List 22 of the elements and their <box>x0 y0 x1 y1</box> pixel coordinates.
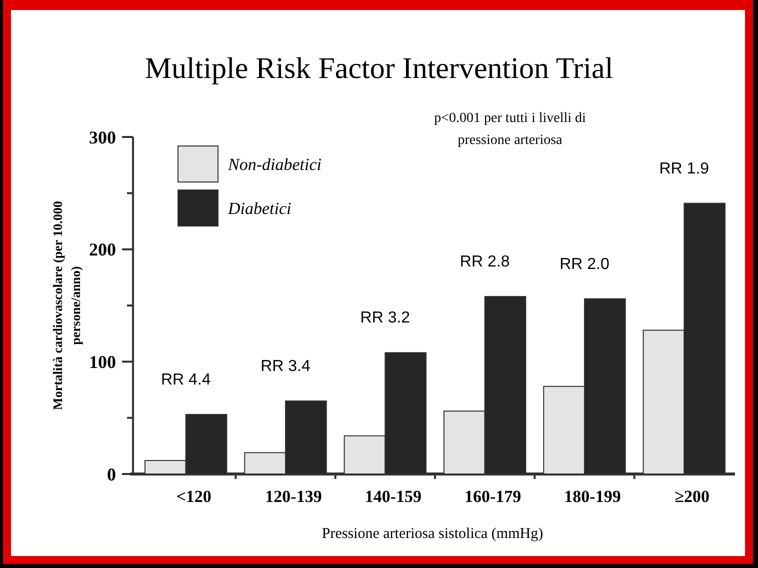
annotation: RR 4.4 <box>160 371 211 388</box>
y-tick-label: 300 <box>89 127 116 148</box>
x-tick-label: 180-199 <box>564 487 621 506</box>
x-tick-label: 160-179 <box>464 487 522 506</box>
legend-label: Diabetici <box>227 199 292 218</box>
y-tick-label: 0 <box>107 464 116 484</box>
annotation: p<0.001 per tutti i livelli di pressione arteriosa <box>434 111 586 148</box>
x-axis-title: Pressione arteriosa sistolica (mmHg) <box>322 526 544 542</box>
annotation: RR 3.4 <box>260 358 311 375</box>
x-tick-label: <120 <box>176 487 212 506</box>
y-tick-label: 100 <box>89 352 116 372</box>
annotation: RR 1.9 <box>659 160 710 178</box>
annotation: RR 2.8 <box>460 254 510 271</box>
chart-title: Multiple Risk Factor Intervention Trial <box>144 52 614 85</box>
legend-label: Non-diabetici <box>227 155 322 174</box>
x-tick-label: ≥200 <box>674 487 710 506</box>
y-tick-label: 200 <box>89 240 116 260</box>
x-tick-label: 120-139 <box>265 487 322 506</box>
y-axis-title: Mortalità cardiovascolare (per 10.000 persone/anno) <box>50 201 83 410</box>
annotation: RR 2.0 <box>560 256 610 273</box>
annotation: RR 3.2 <box>360 310 410 327</box>
x-tick-label: 140-159 <box>364 487 422 506</box>
